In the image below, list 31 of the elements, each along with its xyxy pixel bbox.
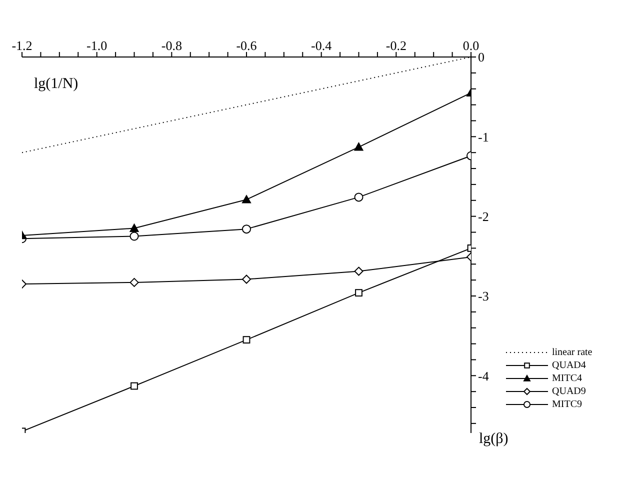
x-tick-label: -0.6 <box>236 38 258 53</box>
point <box>242 224 251 234</box>
y-tick-label: -2 <box>478 208 489 224</box>
point <box>355 289 362 296</box>
point <box>354 142 364 151</box>
legend-label: MITC9 <box>552 398 582 411</box>
legend-label: MITC4 <box>552 372 582 385</box>
point <box>130 382 138 390</box>
y-axis-title: lg(β) <box>479 431 508 447</box>
point <box>354 192 364 202</box>
x-axis-title: lg(1/N) <box>34 76 78 93</box>
point <box>130 224 139 232</box>
legend-label: QUAD9 <box>552 385 586 398</box>
point <box>130 232 139 241</box>
y-tick-label: 0 <box>478 50 484 65</box>
x-tick-label: 0.0 <box>462 38 480 53</box>
point <box>354 266 364 276</box>
legend-label: linear rate <box>552 346 592 359</box>
point <box>242 274 251 284</box>
y-tick-label: -3 <box>478 288 489 304</box>
point <box>242 195 251 204</box>
x-tick-label: -1.0 <box>86 38 108 53</box>
x-tick-label: -1.2 <box>12 38 32 53</box>
x-tick-label: -0.2 <box>386 38 406 53</box>
y-tick-label: -4 <box>478 368 490 384</box>
x-tick-label: -0.4 <box>311 38 332 53</box>
y-tick-label: -1 <box>478 129 489 144</box>
legend-label: QUAD4 <box>552 359 586 372</box>
point <box>242 336 250 344</box>
point <box>130 278 139 287</box>
x-tick-label: -0.8 <box>161 38 182 53</box>
